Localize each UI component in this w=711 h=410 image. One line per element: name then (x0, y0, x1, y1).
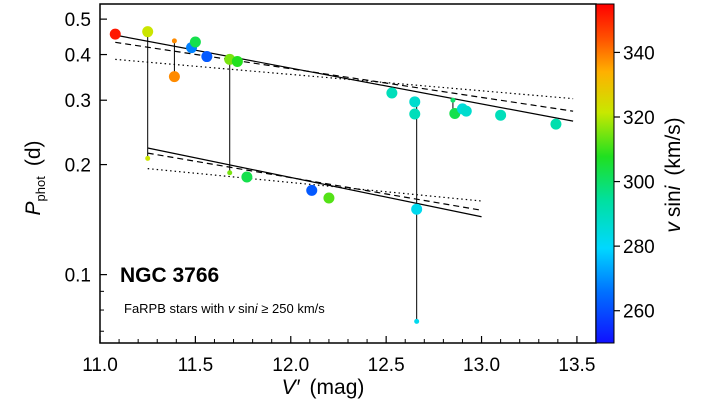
data-point (231, 55, 243, 67)
colorbar-ticks: 260 280 300 320 340 (614, 43, 655, 323)
y-tick-label: 0.3 (65, 91, 91, 112)
colorbar-tick-label: 280 (623, 237, 655, 258)
data-point (409, 96, 421, 108)
data-point (495, 109, 507, 121)
colorbar-tick-label: 260 (623, 302, 655, 323)
colorbar-tick-label: 320 (623, 108, 655, 129)
x-tick-label: 11.5 (178, 355, 214, 376)
x-tick-label: 12.0 (272, 355, 309, 376)
data-point (142, 26, 154, 38)
data-point (227, 170, 233, 176)
annotation-subtitle: FaRPB stars with v sini ≥ 250 km/s (124, 301, 325, 316)
data-point (386, 87, 398, 99)
data-point (414, 318, 420, 324)
fit-line-dotted (115, 58, 574, 100)
data-point (145, 155, 151, 161)
colorbar-tick-label: 340 (623, 43, 655, 64)
data-point (323, 192, 335, 204)
data-point (171, 38, 177, 44)
y-tick-label: 0.1 (65, 266, 91, 287)
colorbar-tick-label: 300 (623, 173, 655, 194)
y-axis-ticks: 0.1 0.2 0.3 0.4 0.5 (65, 10, 107, 332)
data-point (306, 184, 318, 196)
data-point (550, 118, 562, 130)
colorbar-title: vsini(km/s) (662, 117, 685, 232)
data-point (241, 171, 253, 183)
y-tick-label: 0.4 (65, 46, 92, 67)
fit-line-solid (147, 147, 482, 218)
data-point (460, 105, 472, 117)
fit-line-dashed (147, 152, 482, 211)
data-point (168, 71, 180, 83)
x-tick-label: 13.5 (558, 355, 595, 376)
fit-line-dashed (115, 41, 574, 112)
x-tick-label: 13.0 (463, 355, 500, 376)
data-point (411, 203, 423, 215)
x-axis-ticks: 11.0 11.5 12.0 12.5 13.0 13.5 (82, 336, 595, 376)
data-point (409, 108, 421, 120)
fit-line-solid (115, 34, 574, 122)
y-axis-title: Pphot(d) (22, 141, 48, 216)
data-point (450, 97, 456, 103)
y-tick-label: 0.2 (65, 156, 91, 177)
y-tick-label: 0.5 (65, 10, 91, 31)
fit-lines (115, 34, 574, 218)
data-point (201, 51, 213, 63)
colorbar (595, 3, 615, 344)
x-tick-label: 11.0 (82, 355, 118, 376)
data-point (109, 28, 121, 40)
annotation-title: NGC 3766 (120, 264, 219, 287)
data-point (189, 36, 201, 48)
data-points (109, 26, 562, 324)
fit-line-dotted (147, 168, 482, 202)
x-tick-label: 12.5 (368, 355, 405, 376)
x-axis-title: V′ (mag) (282, 376, 365, 399)
